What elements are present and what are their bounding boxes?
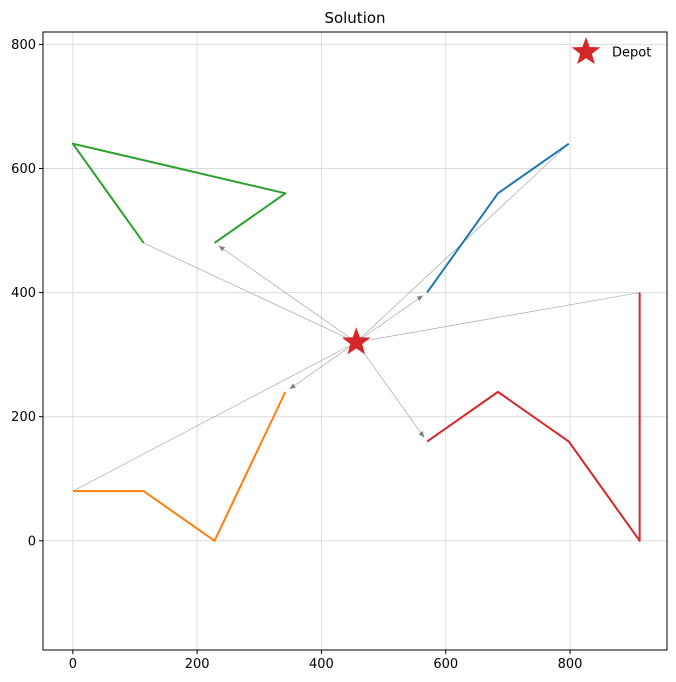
route-line-1	[426, 142, 570, 294]
depot-links-layer	[72, 143, 640, 492]
depot-link	[143, 242, 357, 343]
y-tick-label: 400	[11, 286, 36, 301]
y-tick-label: 0	[28, 534, 36, 549]
depot-link	[355, 342, 425, 438]
depot-link	[72, 341, 357, 492]
y-tick-label: 600	[11, 162, 36, 177]
route-line-2	[72, 391, 287, 542]
depot-layer	[341, 327, 371, 355]
legend: Depot	[571, 37, 651, 65]
x-tick-label: 0	[69, 657, 77, 672]
x-tick-label: 400	[309, 657, 334, 672]
route-line-4	[426, 292, 641, 542]
chart-title: Solution	[324, 9, 385, 27]
depot-link-arrow	[218, 245, 226, 252]
route-line-3	[71, 142, 287, 244]
depot-link	[218, 245, 357, 343]
legend-depot-marker	[571, 37, 601, 65]
legend-depot-label: Depot	[612, 46, 651, 61]
x-tick-label: 800	[558, 657, 583, 672]
y-tick-label: 800	[11, 38, 36, 53]
routes-layer	[71, 142, 641, 542]
ticks-layer: 0 200 400 600 800 0 200 400 600 800	[11, 38, 582, 672]
depot-link-arrow	[289, 383, 296, 390]
grid-layer	[43, 32, 667, 650]
depot-link	[356, 295, 424, 343]
y-tick-label: 200	[11, 410, 36, 425]
depot-marker	[341, 327, 371, 355]
depot-link	[289, 341, 357, 390]
depot-link	[356, 292, 640, 343]
depot-link-arrow	[418, 431, 425, 438]
x-tick-label: 200	[185, 657, 210, 672]
depot-link-arrow	[416, 295, 424, 302]
plot-frame	[42, 31, 668, 651]
x-tick-label: 600	[433, 657, 458, 672]
